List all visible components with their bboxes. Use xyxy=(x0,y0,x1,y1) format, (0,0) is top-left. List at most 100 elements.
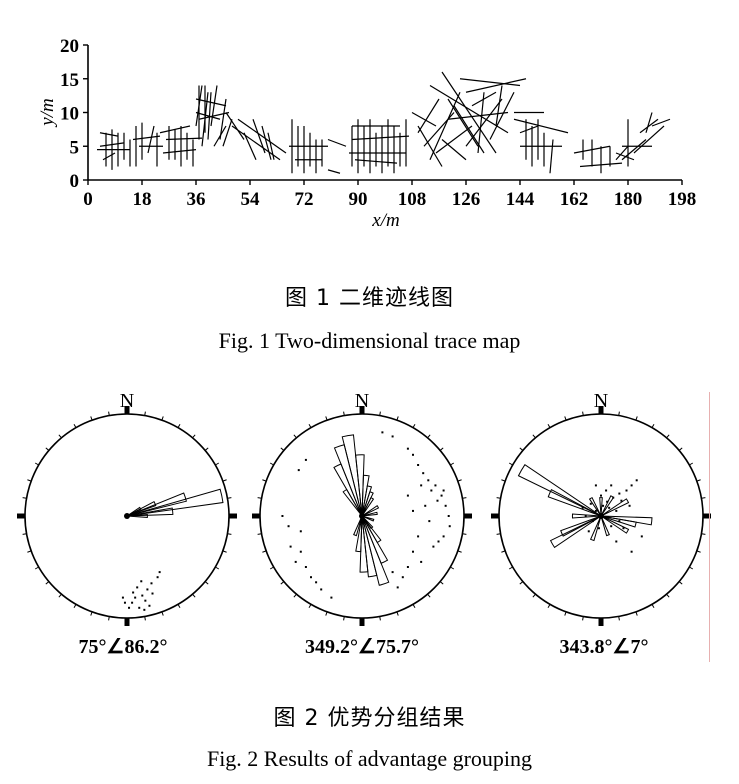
rose-petal xyxy=(600,515,610,537)
degree-tick xyxy=(73,423,77,428)
degree-tick xyxy=(280,447,285,451)
pole-point xyxy=(594,484,597,487)
trace-line xyxy=(198,111,230,120)
pole-point xyxy=(610,484,613,487)
stereonet-label-3: 343.8°∠7° xyxy=(560,636,649,658)
x-tick-label: 54 xyxy=(241,189,261,210)
degree-tick xyxy=(58,434,62,439)
pole-point xyxy=(427,479,430,482)
trace-line xyxy=(441,71,497,154)
degree-tick xyxy=(343,616,345,621)
pole-point xyxy=(630,550,633,553)
pole-point xyxy=(304,566,307,568)
degree-tick xyxy=(696,479,701,482)
pole-point xyxy=(605,489,608,492)
degree-tick xyxy=(496,497,501,499)
pole-point xyxy=(625,489,628,492)
degree-tick xyxy=(343,411,345,416)
pole-point xyxy=(401,576,404,579)
trace-line xyxy=(162,149,197,154)
east-marker xyxy=(703,513,711,519)
pole-point xyxy=(606,500,609,503)
trace-segments xyxy=(97,71,671,174)
pole-point xyxy=(597,527,600,530)
rose-petal xyxy=(126,514,148,518)
rose-petal xyxy=(600,515,637,528)
degree-tick xyxy=(501,550,506,553)
pole-point xyxy=(132,591,135,594)
degree-tick xyxy=(269,462,274,466)
pole-point xyxy=(144,599,147,602)
x-tick-label: 72 xyxy=(295,189,314,210)
degree-tick xyxy=(519,447,524,451)
pole-point xyxy=(391,571,394,574)
degree-tick xyxy=(508,566,513,570)
rose-petal xyxy=(361,515,374,530)
rose-petal xyxy=(355,454,365,517)
rose-petal xyxy=(333,444,363,517)
rose-petal xyxy=(341,434,363,517)
x-tick-label: 180 xyxy=(614,189,643,210)
degree-tick xyxy=(325,416,328,421)
x-tick-label: 108 xyxy=(398,189,427,210)
trace-line xyxy=(429,92,461,160)
east-marker xyxy=(229,513,237,519)
y-tick-label: 0 xyxy=(70,171,80,192)
rose-petal xyxy=(333,463,363,517)
trace-line xyxy=(210,85,218,127)
pole-point xyxy=(430,489,433,492)
degree-tick xyxy=(532,434,536,439)
pole-point xyxy=(381,431,384,434)
trace-line xyxy=(447,111,509,120)
pole-point xyxy=(447,515,450,517)
trace-line xyxy=(513,118,569,134)
rose-petal xyxy=(600,515,630,534)
north-label: N xyxy=(594,390,608,412)
degree-tick xyxy=(227,497,232,499)
trace-line xyxy=(417,125,443,167)
y-tick-label: 5 xyxy=(70,137,80,158)
rose-petal xyxy=(361,505,380,517)
degree-tick xyxy=(582,411,584,416)
trace-line xyxy=(459,78,521,87)
x-axis-label: x/m xyxy=(371,210,399,231)
trace-line xyxy=(429,84,509,134)
degree-tick xyxy=(450,566,455,570)
pole-point xyxy=(141,594,144,597)
pole-point xyxy=(608,506,611,509)
degree-tick xyxy=(27,479,32,482)
trace-line xyxy=(354,159,398,164)
rose-petal xyxy=(126,500,157,517)
trace-line xyxy=(243,132,257,160)
x-tick-label: 36 xyxy=(187,189,206,210)
degree-tick xyxy=(90,611,93,616)
degree-tick xyxy=(501,479,506,482)
trace-line xyxy=(423,112,455,147)
trace-line xyxy=(411,111,437,127)
degree-tick xyxy=(701,533,706,535)
degree-tick xyxy=(257,533,262,535)
page-edge-divider xyxy=(709,392,710,662)
y-tick-label: 15 xyxy=(60,70,79,91)
figure1-caption-en: Fig. 1 Two-dimensional trace map xyxy=(218,328,521,353)
x-tick-label: 18 xyxy=(133,189,152,210)
pole-point xyxy=(630,484,633,487)
degree-tick xyxy=(90,416,93,421)
degree-tick xyxy=(651,423,655,428)
rose-petal xyxy=(361,515,375,522)
degree-tick xyxy=(22,533,27,535)
pole-point xyxy=(584,515,587,517)
x-tick-label: 90 xyxy=(349,189,368,210)
degree-tick xyxy=(532,593,536,598)
degree-tick xyxy=(379,411,381,416)
rose-petal xyxy=(126,488,224,517)
degree-tick xyxy=(666,434,670,439)
pole-point xyxy=(602,504,605,507)
pole-point xyxy=(320,588,323,591)
pole-point xyxy=(158,571,161,574)
pole-point xyxy=(432,545,435,548)
pole-point xyxy=(148,604,151,607)
trace-line xyxy=(465,78,527,93)
degree-tick xyxy=(618,411,620,416)
pole-point xyxy=(620,499,623,502)
